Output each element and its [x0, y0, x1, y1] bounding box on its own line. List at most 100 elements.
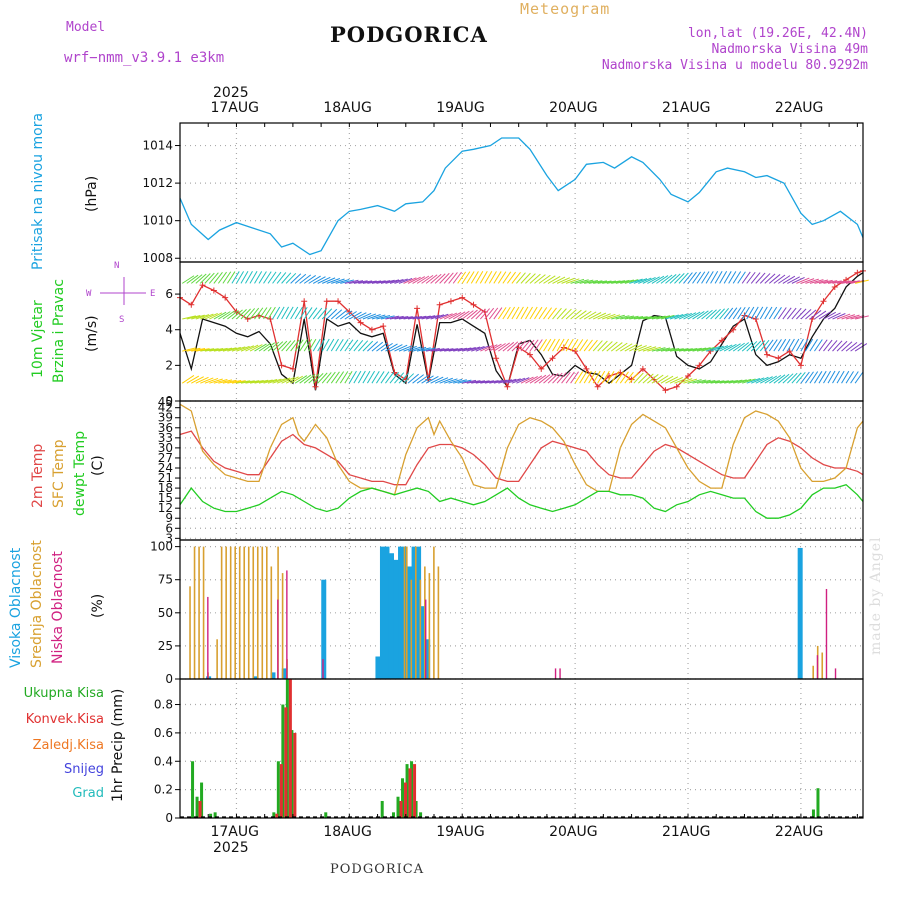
- wind-barb: [358, 280, 373, 284]
- wind-barb: [335, 279, 350, 284]
- wind-barb: [543, 373, 555, 384]
- wind-barb: [425, 376, 439, 384]
- wind-barb: [507, 378, 521, 384]
- wind-barb: [267, 306, 276, 320]
- wind-barb: [407, 276, 421, 284]
- wind-barb: [601, 341, 613, 352]
- wind-barb: [421, 274, 434, 284]
- wind-barb: [529, 306, 538, 320]
- wind-barb: [620, 315, 635, 320]
- wind-barb: [367, 314, 381, 320]
- wind-barb: [281, 272, 292, 284]
- total-precip-bar: [391, 812, 395, 818]
- wind-barb: [263, 307, 272, 320]
- wind-barb: [312, 276, 326, 284]
- high-cloud-bar: [384, 546, 390, 679]
- wind-barb: [258, 342, 271, 352]
- wind-barb: [814, 339, 823, 352]
- wind-barb: [769, 374, 782, 384]
- wind-barb: [561, 308, 572, 320]
- wind-barb: [687, 271, 697, 284]
- wind-barb: [326, 308, 338, 320]
- gust-marker: [447, 298, 454, 305]
- total-precip-bar: [200, 782, 204, 818]
- wind-barb: [584, 279, 598, 284]
- wind-barb: [231, 271, 240, 284]
- wind-barb: [710, 271, 719, 284]
- wind-barb: [805, 278, 819, 284]
- mid-cloud-bar: [433, 546, 435, 679]
- wind-barb: [412, 346, 427, 352]
- high-cloud-bar: [398, 546, 404, 679]
- wind-barb: [841, 370, 850, 384]
- temperature-ytick-label: 30: [158, 441, 173, 455]
- wind-barb: [416, 347, 431, 352]
- watermark: made by Angel: [868, 536, 884, 656]
- wind-barb: [583, 370, 592, 384]
- gust-marker: [470, 301, 477, 308]
- low-cloud-bar: [554, 668, 557, 679]
- low-cloud-bar: [559, 668, 561, 679]
- high-cloud-bar: [416, 546, 422, 679]
- wind-barb: [669, 273, 681, 284]
- cloud-ytick-label: 100: [150, 540, 173, 554]
- wind-barb: [732, 342, 745, 352]
- wind-barb: [588, 339, 598, 352]
- pressure-ytick-label: 1012: [142, 176, 173, 190]
- wind-barb: [421, 375, 434, 384]
- wind-barb: [362, 370, 371, 384]
- wind-barb: [805, 371, 814, 384]
- wind-barb: [737, 342, 750, 352]
- mid-cloud-bar: [189, 586, 191, 679]
- low-cloud-bar: [322, 659, 324, 679]
- wind-barb: [620, 343, 633, 352]
- wind-barb: [755, 272, 766, 284]
- wind-barb: [615, 279, 630, 284]
- wind-barb: [254, 307, 264, 320]
- wind-barb: [353, 280, 368, 284]
- wind-barb: [254, 343, 267, 352]
- wind-barb: [308, 373, 320, 384]
- wind-barb: [380, 279, 395, 284]
- wind-barb: [362, 280, 377, 284]
- legend-freezing-rain: Zaledj.Kisa: [32, 738, 104, 753]
- date-tick-label: 17AUG: [210, 824, 259, 840]
- wind-barb: [222, 347, 237, 352]
- wind-barb: [434, 273, 446, 284]
- wind-barb: [854, 343, 868, 352]
- temperature-ytick-label: 3: [165, 531, 173, 545]
- wind-barb: [656, 275, 669, 284]
- wind-barb: [619, 371, 629, 384]
- low-cloud-bar: [834, 668, 837, 679]
- wind-barb: [340, 279, 354, 284]
- gust-marker: [685, 373, 692, 380]
- wind-barb: [245, 344, 259, 352]
- mid-cloud-bar: [410, 579, 413, 679]
- wind-barb: [827, 340, 838, 352]
- wind-barb: [786, 307, 797, 320]
- gust-marker: [222, 294, 229, 301]
- wind-barb: [841, 314, 855, 320]
- wind-barb: [398, 277, 413, 284]
- wind-barb: [339, 371, 349, 384]
- wind-barb: [683, 312, 697, 320]
- wind-barb: [200, 377, 214, 384]
- wind-barb: [832, 313, 846, 320]
- wind-barb: [782, 275, 796, 284]
- wind-barb: [209, 378, 223, 384]
- wind-barb: [583, 339, 593, 352]
- gust-marker: [718, 337, 725, 344]
- cloud-ytick-label: 25: [158, 639, 173, 653]
- wind-barb: [493, 271, 502, 284]
- conv-precip-bar: [279, 764, 283, 818]
- wind-barb: [339, 339, 349, 352]
- wind-barb: [331, 278, 345, 284]
- wind-barb: [597, 370, 606, 384]
- legend-total-precip: Ukupna Kisa: [23, 686, 104, 701]
- low-cloud-bar: [286, 570, 288, 679]
- wind-barb: [737, 378, 752, 384]
- wind-barb: [741, 306, 750, 320]
- wind-barb: [439, 348, 454, 352]
- wind-barb: [733, 379, 747, 384]
- wind-barb: [651, 347, 666, 352]
